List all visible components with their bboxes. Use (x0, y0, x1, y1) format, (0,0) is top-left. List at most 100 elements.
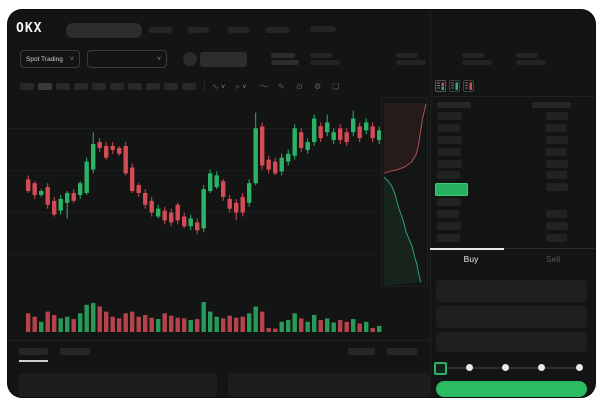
chart-bottom-tab[interactable] (387, 348, 417, 355)
ticker-stat-label (462, 53, 484, 58)
bid-row-amount (546, 222, 568, 230)
okx-logo[interactable]: OKX (16, 21, 43, 36)
fullscreen-icon[interactable]: ❏ (332, 82, 340, 91)
nav-item-placeholder[interactable] (148, 27, 173, 33)
slider-step-dot[interactable] (576, 364, 583, 371)
order-form-tabbar: Buy Sell (430, 248, 595, 269)
ticker-stat-label (310, 53, 332, 58)
last-price-indicator[interactable] (435, 183, 468, 196)
ask-row-amount (546, 124, 567, 132)
timeframe-button[interactable] (110, 83, 124, 90)
orderbook-header-divider (430, 96, 595, 97)
ask-row-amount (546, 112, 568, 120)
last-price-amount (546, 183, 568, 191)
buy-submit-button[interactable] (436, 381, 587, 397)
amount-field[interactable] (436, 306, 587, 328)
timeframe-button[interactable] (92, 83, 106, 90)
market-selector-label: Spot Trading (26, 55, 63, 63)
search-input[interactable] (66, 23, 142, 38)
pair-name-placeholder[interactable] (200, 52, 247, 67)
ticker-price-value (271, 60, 299, 65)
bid-row-price[interactable] (437, 198, 461, 206)
ask-row-price[interactable] (437, 171, 460, 179)
timeframe-button[interactable] (74, 83, 88, 90)
settings-gear-icon[interactable]: ⚙ (314, 82, 322, 91)
slider-step-dot[interactable] (466, 364, 473, 371)
volume-chart[interactable] (20, 298, 382, 332)
slider-step-dot[interactable] (502, 364, 509, 371)
chart-bottom-tab-active[interactable] (19, 348, 48, 355)
ticker-price-label (271, 53, 295, 58)
ask-row-price[interactable] (437, 124, 460, 132)
bid-row-price[interactable] (437, 210, 459, 218)
app-window: OKX Spot Trading ˅ ˅ (8, 10, 595, 397)
timeframe-button[interactable] (182, 83, 196, 90)
chart-bottom-tab[interactable] (348, 348, 375, 355)
nav-item-placeholder[interactable] (227, 27, 250, 33)
orderbook-price-header (437, 102, 471, 108)
chart-type-icon[interactable]: ▹ ˅ (236, 82, 247, 91)
ticker-stat-label (396, 53, 418, 58)
amount-slider-track[interactable] (438, 367, 583, 369)
tab-sell[interactable]: Sell (545, 254, 561, 264)
ticker-stat-value (462, 60, 492, 65)
timeframe-button[interactable] (20, 83, 34, 90)
market-selector-dropdown[interactable]: Spot Trading ˅ (20, 50, 80, 68)
line-tool-icon[interactable]: 〜 (260, 82, 268, 91)
timeframe-button[interactable] (128, 83, 142, 90)
active-tab-underline (19, 360, 48, 362)
bid-row-amount (546, 234, 567, 242)
ticker-stat-label (516, 53, 538, 58)
tab-buy[interactable]: Buy (463, 254, 479, 264)
ask-row-price[interactable] (437, 148, 461, 156)
bid-row-price[interactable] (437, 234, 460, 242)
orderbook-mode-bids-icon[interactable] (449, 80, 460, 92)
orderbook-mode-both-icon[interactable] (435, 80, 446, 92)
candlestick-chart[interactable] (20, 95, 382, 291)
indicators-icon[interactable]: ∿ ˅ (212, 82, 226, 91)
depth-chart-panel (381, 97, 428, 287)
timeframe-button[interactable] (164, 83, 178, 90)
chart-bottom-tab[interactable] (60, 348, 90, 355)
chart-bottom-divider (8, 340, 430, 341)
pair-coin-icon (183, 52, 197, 66)
nav-item-placeholder[interactable] (187, 27, 209, 33)
bottom-panel-left (18, 373, 217, 397)
ask-row-price[interactable] (437, 136, 462, 144)
chart-gridline (8, 170, 430, 171)
price-field[interactable] (436, 280, 587, 302)
bid-row-amount (546, 210, 567, 218)
ask-row-amount (546, 148, 566, 156)
snapshot-icon[interactable]: ⊙ (296, 82, 303, 91)
panel-divider (430, 10, 431, 397)
orderbook-mode-asks-icon[interactable] (463, 80, 474, 92)
pair-selector-dropdown[interactable]: ˅ (87, 50, 167, 68)
chevron-down-icon: ˅ (156, 55, 161, 63)
nav-item-placeholder[interactable] (265, 27, 290, 33)
orderbook-amount-header (532, 102, 571, 108)
ticker-stat-value (516, 60, 546, 65)
chart-gridline (8, 212, 430, 213)
slider-step-dot[interactable] (538, 364, 545, 371)
ask-row-amount (546, 171, 567, 179)
chart-gridline (8, 254, 430, 255)
depth-chart[interactable] (382, 98, 427, 286)
draw-icon[interactable]: ✎ (278, 82, 285, 91)
chevron-down-icon: ˅ (69, 55, 74, 63)
buy-tab-active-line (430, 248, 504, 250)
ask-row-amount (546, 136, 568, 144)
total-field[interactable] (436, 332, 587, 352)
ask-row-price[interactable] (437, 160, 462, 168)
amount-slider-handle[interactable] (434, 362, 447, 375)
toolbar-divider (204, 81, 205, 92)
timeframe-button[interactable] (146, 83, 160, 90)
timeframe-button[interactable] (56, 83, 70, 90)
ask-row-price[interactable] (437, 112, 462, 120)
timeframe-button-active[interactable] (38, 83, 52, 90)
nav-item-placeholder[interactable] (310, 26, 336, 32)
ticker-stat-value (396, 60, 426, 65)
bid-row-price[interactable] (437, 222, 461, 230)
ask-row-amount (546, 160, 568, 168)
ticker-stat-value (310, 60, 340, 65)
